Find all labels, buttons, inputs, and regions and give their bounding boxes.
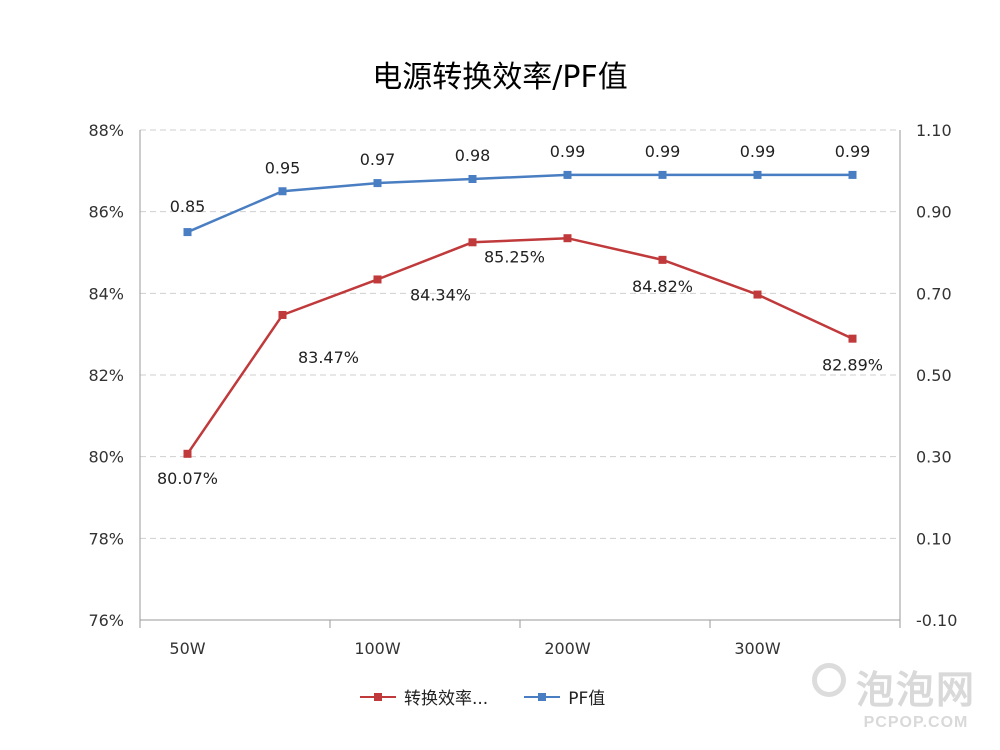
data-label: 0.98 bbox=[455, 146, 491, 165]
watermark-main: 泡泡网 bbox=[855, 668, 976, 712]
data-point bbox=[183, 449, 192, 458]
data-label: 0.97 bbox=[360, 150, 396, 169]
y-left-tick-label: 78% bbox=[88, 529, 124, 548]
data-point bbox=[373, 179, 382, 188]
data-point bbox=[848, 334, 857, 343]
y-right-tick-label: 1.10 bbox=[916, 121, 952, 140]
y-left-tick-label: 84% bbox=[88, 284, 124, 303]
data-point bbox=[753, 170, 762, 179]
watermark: 泡泡网 PCPOP.COM bbox=[811, 659, 976, 732]
legend-item-efficiency: 转换效率... bbox=[360, 684, 488, 709]
x-tick-label: 200W bbox=[544, 639, 591, 658]
data-point bbox=[183, 228, 192, 237]
y-right-tick-label: 0.70 bbox=[916, 284, 952, 303]
x-tick-label: 50W bbox=[169, 639, 205, 658]
data-point bbox=[278, 310, 287, 319]
chart-title: 电源转换效率/PF值 bbox=[372, 60, 628, 95]
series-line-1 bbox=[187, 173, 853, 234]
data-point bbox=[563, 234, 572, 243]
y-right-tick-label: 0.30 bbox=[916, 448, 952, 467]
data-label: 0.95 bbox=[265, 158, 301, 177]
legend-label-pf: PF值 bbox=[568, 689, 606, 709]
data-label: 82.89% bbox=[822, 356, 883, 375]
series-line-0 bbox=[186, 236, 854, 455]
data-point bbox=[658, 170, 667, 179]
legend-swatch-efficiency bbox=[360, 692, 396, 702]
y-left-tick-label: 88% bbox=[88, 121, 124, 140]
data-label: 85.25% bbox=[484, 247, 545, 266]
data-label: 0.99 bbox=[740, 142, 776, 161]
data-point bbox=[848, 170, 857, 179]
y-right-tick-label: 0.50 bbox=[916, 366, 952, 385]
y-left-tick-label: 82% bbox=[88, 366, 124, 385]
legend-swatch-pf bbox=[524, 692, 561, 702]
data-label: 0.99 bbox=[645, 142, 681, 161]
x-tick-label: 100W bbox=[354, 639, 401, 658]
data-label: 83.47% bbox=[298, 348, 359, 367]
y-right-tick-label: -0.10 bbox=[916, 611, 957, 630]
y-right-tick-label: 0.90 bbox=[916, 203, 952, 222]
legend-item-pf: PF值 bbox=[524, 684, 605, 709]
data-point bbox=[278, 187, 287, 196]
data-label: 80.07% bbox=[157, 469, 218, 488]
watermark-logo-icon bbox=[811, 663, 846, 697]
y-left-tick-label: 80% bbox=[88, 448, 124, 467]
data-point bbox=[563, 170, 572, 179]
chart-legend: 转换效率... PF值 bbox=[360, 684, 605, 709]
x-tick-label: 300W bbox=[734, 639, 781, 658]
data-label: 0.99 bbox=[835, 142, 871, 161]
watermark-sub: PCPOP.COM bbox=[863, 714, 969, 731]
y-right-tick-label: 0.10 bbox=[916, 529, 952, 548]
y-left-tick-label: 86% bbox=[88, 203, 124, 222]
data-point bbox=[658, 255, 667, 264]
y-left-tick-label: 76% bbox=[88, 611, 124, 630]
data-label: 0.85 bbox=[170, 197, 206, 216]
data-point bbox=[753, 290, 762, 299]
legend-label-efficiency: 转换效率... bbox=[404, 689, 489, 709]
data-label: 84.34% bbox=[410, 285, 471, 304]
data-point bbox=[373, 275, 382, 284]
data-label: 0.99 bbox=[550, 142, 586, 161]
data-point bbox=[468, 175, 477, 183]
data-label: 84.82% bbox=[632, 277, 693, 296]
data-point bbox=[468, 238, 477, 247]
